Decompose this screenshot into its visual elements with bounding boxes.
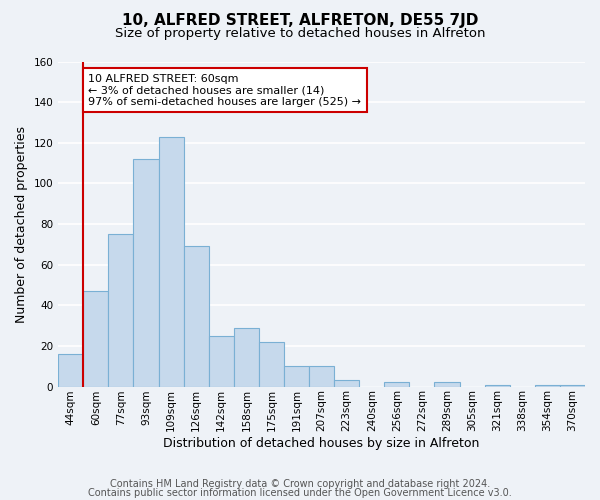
Bar — [259, 342, 284, 386]
Bar — [184, 246, 209, 386]
X-axis label: Distribution of detached houses by size in Alfreton: Distribution of detached houses by size … — [163, 437, 480, 450]
Bar — [58, 354, 83, 386]
Bar — [133, 159, 158, 386]
Bar — [109, 234, 133, 386]
Bar — [334, 380, 359, 386]
Bar — [209, 336, 234, 386]
Y-axis label: Number of detached properties: Number of detached properties — [15, 126, 28, 322]
Text: 10, ALFRED STREET, ALFRETON, DE55 7JD: 10, ALFRED STREET, ALFRETON, DE55 7JD — [122, 12, 478, 28]
Bar — [434, 382, 460, 386]
Bar — [284, 366, 309, 386]
Text: Contains HM Land Registry data © Crown copyright and database right 2024.: Contains HM Land Registry data © Crown c… — [110, 479, 490, 489]
Text: Contains public sector information licensed under the Open Government Licence v3: Contains public sector information licen… — [88, 488, 512, 498]
Bar — [83, 291, 109, 386]
Bar — [485, 384, 510, 386]
Bar — [309, 366, 334, 386]
Bar — [535, 384, 560, 386]
Text: 10 ALFRED STREET: 60sqm
← 3% of detached houses are smaller (14)
97% of semi-det: 10 ALFRED STREET: 60sqm ← 3% of detached… — [88, 74, 361, 107]
Bar — [385, 382, 409, 386]
Bar — [158, 136, 184, 386]
Text: Size of property relative to detached houses in Alfreton: Size of property relative to detached ho… — [115, 28, 485, 40]
Bar — [234, 328, 259, 386]
Bar — [560, 384, 585, 386]
